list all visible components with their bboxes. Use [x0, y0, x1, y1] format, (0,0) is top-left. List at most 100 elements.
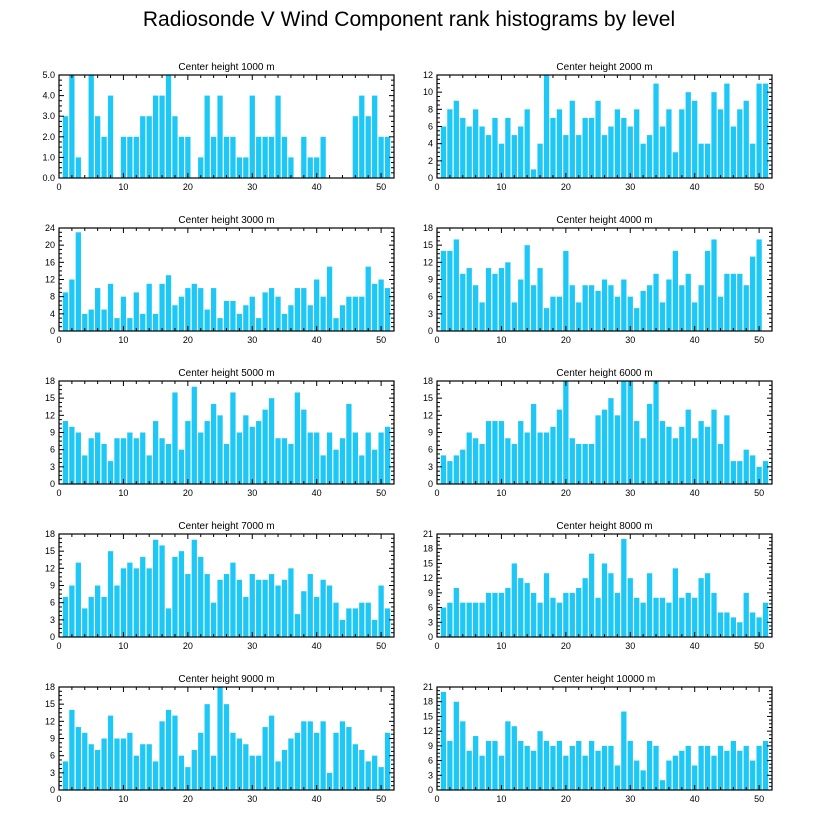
y-tick-label: 8	[50, 292, 55, 302]
x-tick-label: 30	[625, 488, 635, 498]
histogram-bar	[756, 83, 762, 178]
histogram-panel: Center height 2000 m 0 2 4 6 8 10 12 0 10 20 30 40 50	[423, 62, 773, 192]
histogram-bar	[384, 136, 391, 178]
histogram-bar	[152, 313, 159, 331]
histogram-bar	[634, 109, 640, 178]
y-tick-label: 18	[423, 697, 433, 707]
histogram-bar	[666, 109, 672, 178]
x-tick-label: 50	[376, 182, 386, 192]
y-tick-label: 6	[50, 751, 55, 761]
histogram-bar	[543, 573, 550, 637]
x-tick-label: 10	[118, 641, 128, 651]
histogram-bar	[556, 296, 563, 331]
histogram-bar	[210, 136, 217, 178]
histogram-bar	[588, 285, 595, 331]
histogram-bar	[243, 415, 249, 484]
histogram-bar	[230, 136, 236, 178]
histogram-bar	[165, 275, 172, 331]
histogram-bar	[750, 760, 756, 790]
histogram-panel: Center height 7000 m 0 3 6 9 12 15 18 0 10 20 30 40 5…	[45, 521, 395, 651]
y-tick-label: 0	[428, 785, 433, 795]
histogram-bar	[307, 157, 313, 178]
histogram-bar	[88, 438, 94, 484]
histogram-bar	[352, 744, 358, 790]
histogram-bar	[627, 578, 633, 637]
histogram-bar	[101, 738, 107, 790]
histogram-bar	[88, 744, 94, 790]
y-tick-label: 12	[423, 726, 433, 736]
x-tick-label: 40	[312, 182, 322, 192]
histogram-bar	[172, 116, 178, 178]
histogram-bar	[537, 432, 543, 484]
histogram-bar	[576, 740, 582, 790]
x-tick-label: 10	[118, 794, 128, 804]
histogram-bar	[440, 126, 447, 178]
y-tick-label: 6	[428, 122, 433, 132]
histogram-bar	[750, 143, 756, 178]
y-tick-label: 0	[50, 785, 55, 795]
histogram-bar	[178, 551, 185, 637]
histogram-bar	[588, 740, 595, 790]
histogram-bar	[62, 761, 69, 790]
histogram-bar	[672, 152, 679, 178]
histogram-bar	[646, 573, 653, 637]
y-tick-label: 12	[45, 563, 55, 573]
histogram-bar	[447, 602, 453, 637]
histogram-bar	[359, 455, 365, 484]
y-tick-label: 6	[428, 292, 433, 302]
y-tick-label: 18	[45, 529, 55, 539]
histogram-bar	[640, 602, 646, 637]
histogram-bar	[275, 585, 281, 637]
histogram-bar	[384, 288, 391, 331]
histogram-bar	[101, 596, 107, 637]
histogram-bar	[217, 579, 223, 637]
histogram-bar	[621, 117, 627, 178]
histogram-bar	[133, 292, 139, 331]
x-tick-label: 0	[434, 335, 439, 345]
histogram-bar	[185, 574, 191, 637]
histogram-bar	[294, 614, 301, 637]
y-tick-label: 6	[50, 445, 55, 455]
histogram-bar	[320, 579, 326, 637]
y-tick-label: 16	[45, 257, 55, 267]
histogram-bar	[384, 608, 391, 637]
histogram-bar	[692, 100, 698, 178]
histogram-bar	[217, 415, 223, 484]
histogram-bar	[672, 755, 679, 790]
y-tick-label: 4	[50, 309, 55, 319]
x-tick-label: 0	[434, 794, 439, 804]
y-tick-label: 9	[428, 428, 433, 438]
histogram-bar	[82, 313, 88, 331]
histogram-bar	[750, 455, 756, 484]
histogram-bar	[191, 283, 197, 331]
histogram-bar	[466, 602, 472, 637]
histogram-bar	[301, 409, 307, 484]
y-tick-label: 3.0	[42, 111, 55, 121]
histogram-bar	[518, 279, 524, 331]
histogram-bar	[498, 143, 505, 178]
histogram-bar	[288, 568, 294, 637]
histogram-bar	[159, 283, 165, 331]
histogram-bar	[750, 612, 756, 637]
histogram-bar	[717, 745, 724, 790]
histogram-bar	[307, 432, 313, 484]
histogram-bar	[127, 732, 133, 790]
histogram-bar	[210, 755, 217, 790]
histogram-bar	[146, 455, 152, 484]
histogram-bar	[492, 117, 498, 178]
histogram-bar	[249, 755, 255, 790]
y-tick-label: 3	[50, 462, 55, 472]
histogram-bar	[127, 432, 133, 484]
histogram-bar	[133, 438, 139, 484]
y-tick-label: 6	[50, 598, 55, 608]
histogram-bar	[563, 250, 569, 331]
histogram-bar	[185, 136, 191, 178]
histogram-bar	[146, 283, 152, 331]
histogram-bar	[133, 568, 139, 637]
histogram-bar	[659, 597, 666, 637]
x-tick-label: 20	[561, 335, 571, 345]
histogram-bar	[172, 305, 178, 331]
histogram-bar	[576, 135, 582, 178]
histogram-bar	[659, 302, 666, 331]
histogram-bar	[107, 461, 114, 484]
